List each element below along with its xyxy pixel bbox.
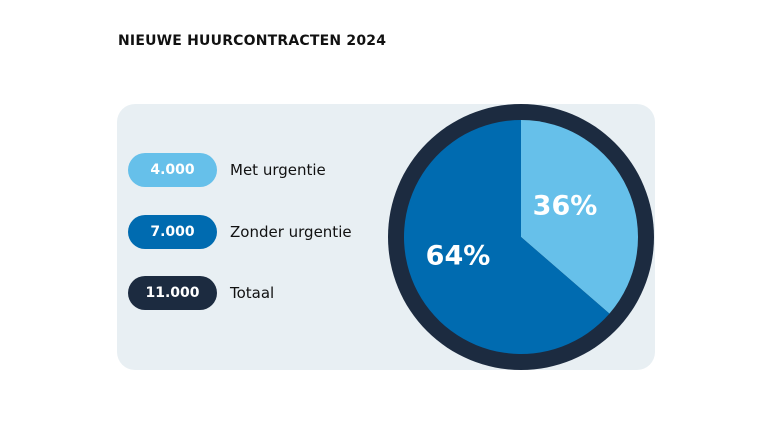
legend-value-badge: 7.000 xyxy=(128,215,217,249)
legend-label: Totaal xyxy=(230,284,275,302)
legend-item-zonder-urgentie: 7.000 Zonder urgentie xyxy=(128,215,352,249)
legend-value-badge: 4.000 xyxy=(128,153,217,187)
pie-labels: 36% 64% xyxy=(426,191,598,272)
legend-item-totaal: 11.000 Totaal xyxy=(128,276,274,310)
pie-slice-zonder-urgentie xyxy=(403,120,610,354)
chart-title: NIEUWE HUURCONTRACTEN 2024 xyxy=(118,33,387,49)
pie-slices xyxy=(403,120,638,354)
pie-slice-percent-label: 64% xyxy=(426,241,491,272)
pie-slice-percent-label: 36% xyxy=(533,191,598,222)
legend-item-met-urgentie: 4.000 Met urgentie xyxy=(128,153,326,187)
legend-value-badge: 11.000 xyxy=(128,276,217,310)
legend-label: Met urgentie xyxy=(230,161,326,179)
legend-label: Zonder urgentie xyxy=(230,223,352,241)
pie-slice-met-urgentie xyxy=(521,120,638,314)
